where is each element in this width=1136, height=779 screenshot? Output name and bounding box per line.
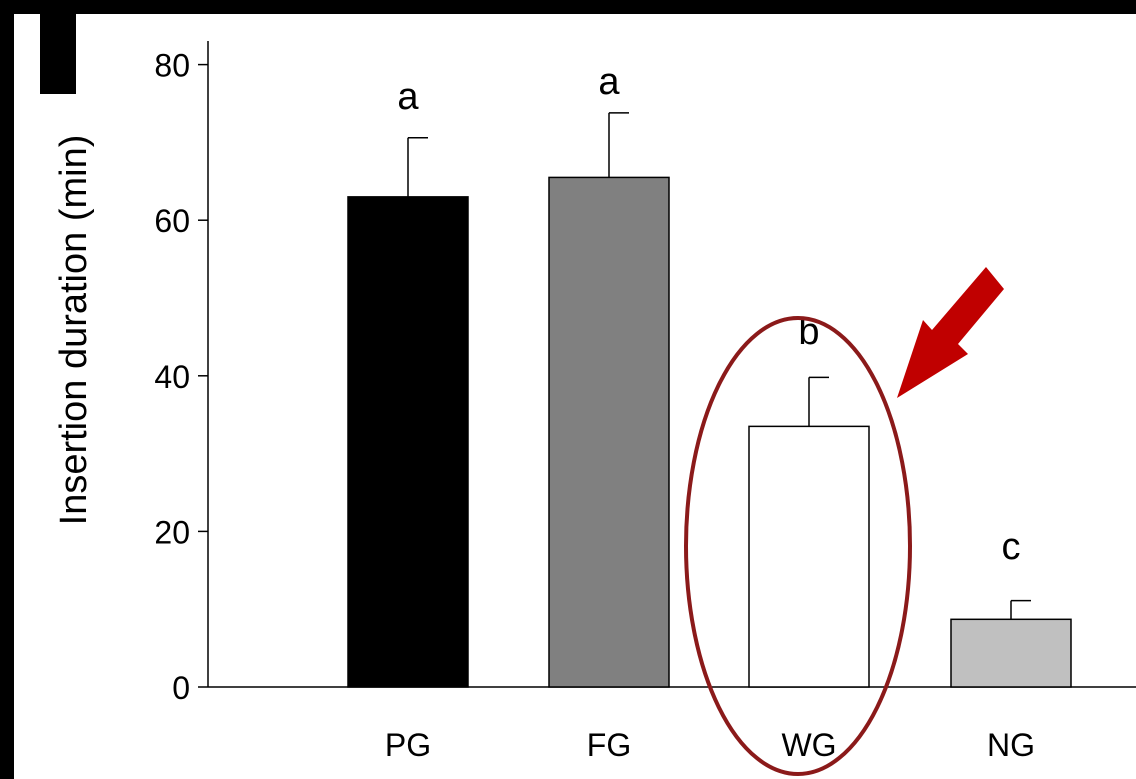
x-tick-label: FG: [587, 727, 631, 763]
y-tick-label: 60: [154, 203, 190, 239]
y-tick-label: 40: [154, 359, 190, 395]
ylabel-tab: [40, 14, 76, 94]
x-tick-label: WG: [781, 727, 836, 763]
bar-wg: [748, 425, 870, 688]
significance-letter: c: [1002, 526, 1021, 568]
y-tick-label: 80: [154, 48, 190, 84]
x-tick-label: NG: [987, 727, 1035, 763]
annotations: [684, 267, 1004, 776]
y-tick-label: 0: [172, 670, 190, 706]
x-tick-label: PG: [385, 727, 431, 763]
significance-letter: a: [598, 61, 620, 103]
arrow-icon: [897, 267, 1004, 398]
highlight-ellipse: [684, 316, 912, 776]
bar-chart: Insertion duration (min) 0 20 40 60 80 PG a FG…: [40, 14, 1136, 776]
y-axis-label: Insertion duration (min): [53, 135, 95, 526]
bar-ng: [950, 618, 1072, 688]
bar-fg: [548, 176, 670, 688]
significance-letter: a: [397, 76, 419, 118]
y-tick-label: 20: [154, 514, 190, 550]
bar-pg: [347, 196, 469, 688]
chart-frame: Insertion duration (min) 0 20 40 60 80 PG a FG…: [14, 14, 1136, 779]
